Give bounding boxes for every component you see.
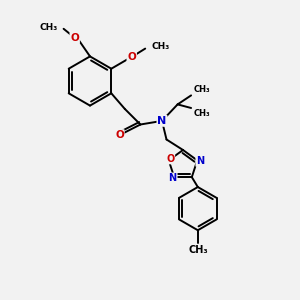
Text: N: N [158,116,166,126]
Text: CH₃: CH₃ [194,110,210,118]
Text: O: O [166,154,174,164]
Text: CH₃: CH₃ [188,245,208,255]
Text: O: O [115,130,124,140]
Text: CH₃: CH₃ [40,23,58,32]
Text: N: N [196,156,204,166]
Text: CH₃: CH₃ [152,42,170,51]
Text: CH₃: CH₃ [194,85,210,94]
Text: O: O [127,52,136,62]
Text: N: N [169,173,177,183]
Text: O: O [70,33,79,43]
